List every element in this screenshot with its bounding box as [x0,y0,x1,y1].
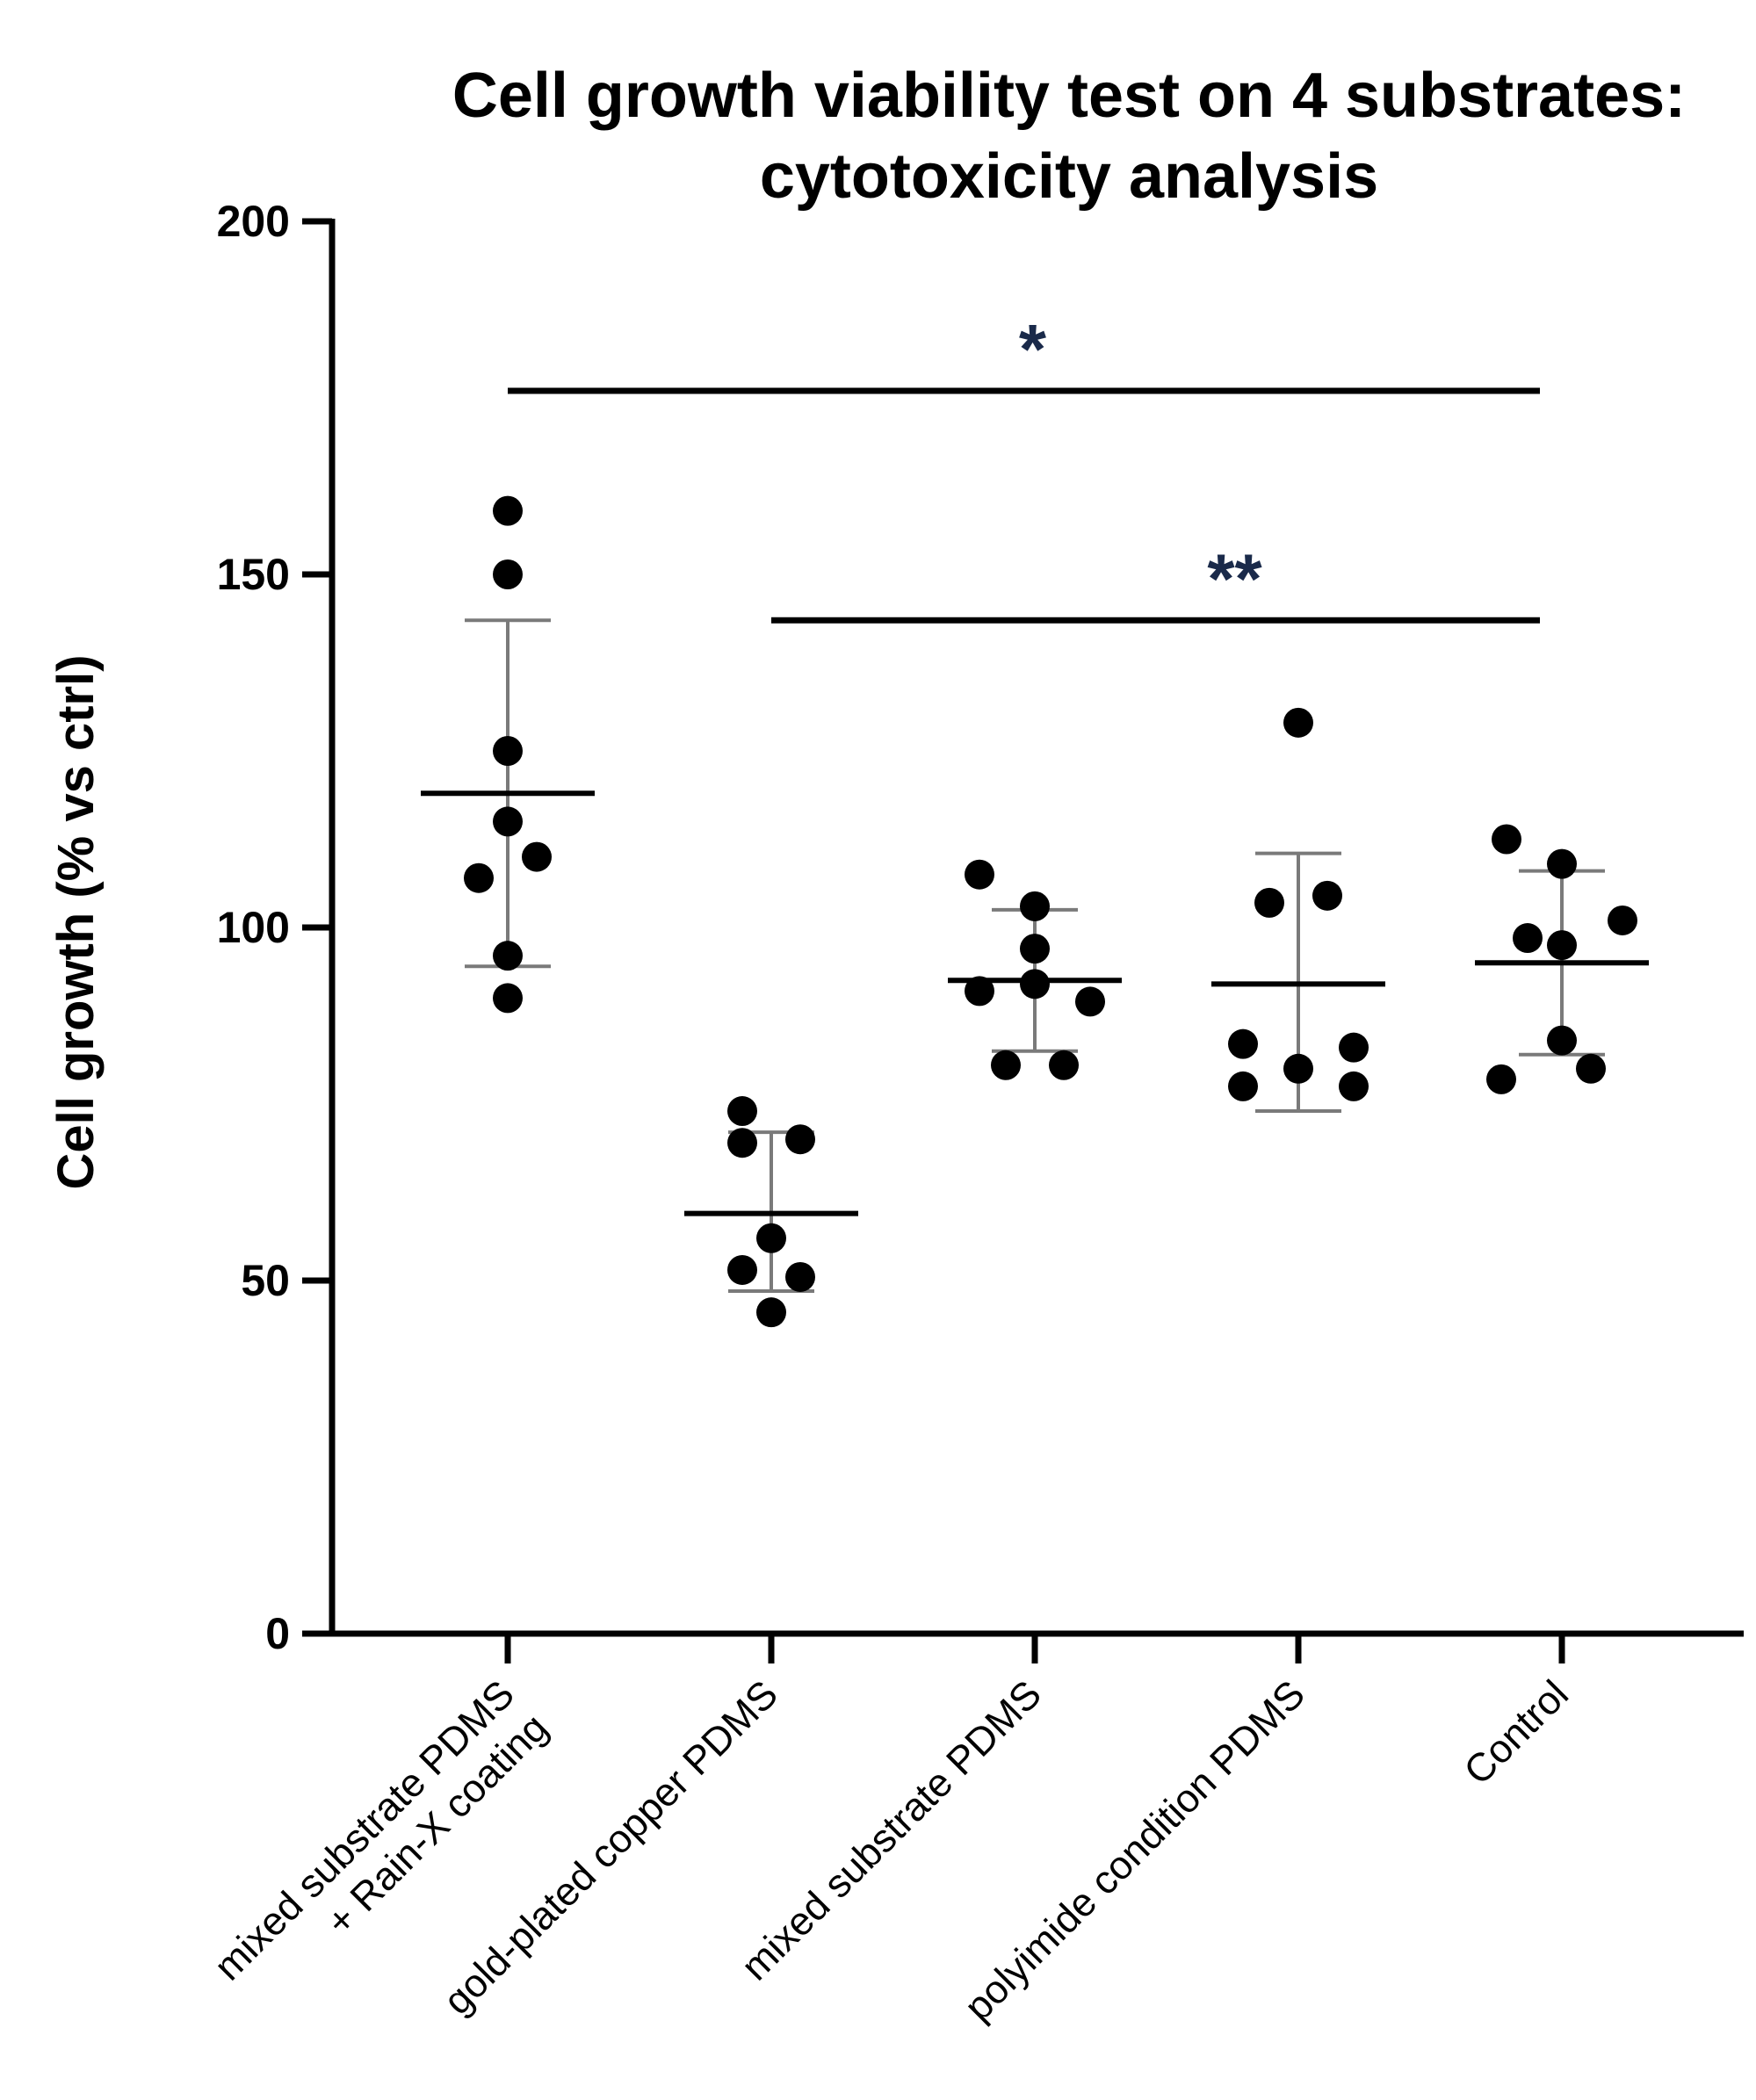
data-point [1486,1064,1516,1094]
data-point [991,1050,1021,1080]
data-point [464,862,494,893]
data-point [756,1223,786,1253]
data-point [1020,969,1050,999]
data-point [1283,1053,1313,1084]
significance-label: ** [1207,539,1262,617]
chart-title-line-2: cytotoxicity analysis [760,141,1378,212]
data-point [1547,1025,1577,1056]
data-point [785,1261,815,1292]
data-point [965,859,994,890]
data-point [1339,1032,1369,1063]
chart-title: Cell growth viability test on 4 substrat… [452,61,1686,212]
data-point [1049,1050,1079,1080]
y-tick-label: 0 [265,1609,290,1658]
data-point [1339,1071,1369,1101]
x-tick-label-line: mixed substrate PDMS [733,1671,1050,1988]
data-point [756,1297,786,1328]
data-point [785,1124,815,1155]
data-point [493,941,523,971]
data-point [493,806,523,837]
mean-lines [421,790,1649,1216]
data-point [965,976,994,1007]
data-point [727,1254,757,1285]
data-point [1283,707,1313,738]
data-points [464,495,1637,1328]
data-point [1228,1071,1258,1101]
x-tick-label: mixed substrate PDMS [733,1671,1050,1988]
data-point [1547,930,1577,961]
y-tick-label: 150 [217,550,290,599]
data-point [1608,905,1637,935]
data-point [493,736,523,766]
x-tick-label-line: mixed substrate PDMS [206,1671,523,1988]
data-point [1075,986,1105,1017]
x-ticks: mixed substrate PDMS+ Rain-X coatinggold… [206,1634,1577,2029]
data-point [727,1096,757,1127]
data-point [1228,1028,1258,1059]
y-axis-label: Cell growth (% vs ctrl) [47,654,105,1189]
data-point [1020,934,1050,964]
y-ticks: 0 50 100 150 200 [217,197,332,1658]
data-point [1513,923,1543,954]
y-tick-label: 50 [241,1256,290,1305]
x-tick-label: Control [1455,1671,1577,1793]
data-point [493,983,523,1014]
data-point [1312,880,1342,911]
x-tick-label-line: Control [1455,1671,1577,1793]
data-point [1547,848,1577,879]
data-point [1020,891,1050,921]
y-tick-label: 100 [217,903,290,952]
significance-label: * [1019,310,1047,388]
data-point [493,495,523,526]
data-point [1492,824,1521,855]
data-point [1254,887,1284,918]
y-tick-label: 200 [217,197,290,246]
chart-title-line-1: Cell growth viability test on 4 substrat… [452,61,1686,131]
data-point [727,1128,757,1158]
data-point [522,841,552,872]
significance-bars: *** [508,310,1540,624]
data-point [1576,1053,1606,1084]
data-point [493,559,523,589]
